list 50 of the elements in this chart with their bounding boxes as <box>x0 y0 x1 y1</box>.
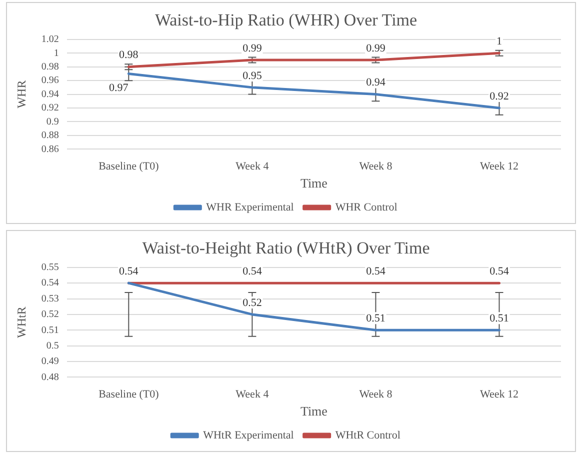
x-tick-label: Week 4 <box>236 388 270 401</box>
y-axis-title: WHR <box>14 80 28 108</box>
y-tick-label: 0.55 <box>41 262 59 274</box>
data-label: 0.52 <box>242 296 262 309</box>
y-tick-label: 1 <box>54 48 59 59</box>
y-tick-label: 0.9 <box>46 116 59 128</box>
x-tick-label: Week 8 <box>359 388 393 401</box>
data-label: 0.95 <box>242 70 262 82</box>
x-tick-label: Week 8 <box>359 160 393 173</box>
legend-label: WHR Experimental <box>206 201 294 214</box>
y-tick-label: 0.53 <box>41 293 59 304</box>
data-label: 0.51 <box>490 312 509 325</box>
y-tick-label: 0.86 <box>41 144 59 155</box>
y-tick-label: 0.96 <box>41 75 59 86</box>
legend-label: WHtR Experimental <box>203 429 294 442</box>
legend-label: WHtR Control <box>335 429 400 442</box>
data-label: 0.54 <box>366 265 386 278</box>
data-label: 0.51 <box>366 312 386 325</box>
data-label: 0.94 <box>366 76 386 89</box>
data-label: 0.99 <box>366 42 386 54</box>
x-axis-title: Time <box>300 404 328 419</box>
x-tick-label: Week 12 <box>480 160 519 173</box>
y-tick-label: 0.51 <box>41 324 59 336</box>
y-tick-label: 0.92 <box>41 102 59 114</box>
data-label: 0.99 <box>242 42 262 54</box>
y-tick-label: 0.5 <box>46 340 59 352</box>
chart-title: Waist-to-Hip Ratio (WHR) Over Time <box>154 10 418 30</box>
x-tick-label: Week 12 <box>480 388 519 401</box>
data-label: 0.98 <box>119 49 139 62</box>
data-label: 0.97 <box>109 82 129 94</box>
y-tick-label: 0.98 <box>41 61 59 72</box>
y-tick-label: 1.02 <box>41 34 59 46</box>
x-tick-label: Week 4 <box>236 160 270 173</box>
data-label: 0.54 <box>242 265 262 278</box>
legend-label: WHR Control <box>335 201 398 214</box>
y-tick-label: 0.49 <box>41 356 59 368</box>
x-axis-title: Time <box>300 176 328 191</box>
y-axis-title: WHtR <box>14 306 28 338</box>
data-label: 0.54 <box>119 265 139 278</box>
data-label: 0.92 <box>490 90 509 102</box>
y-tick-label: 0.48 <box>41 372 59 383</box>
x-tick-label: Baseline (T0) <box>98 388 160 401</box>
x-tick-label: Baseline (T0) <box>98 160 160 173</box>
chart-title: Waist-to-Height Ratio (WHtR) Over Time <box>142 238 430 258</box>
data-label: 1 <box>496 36 502 48</box>
y-tick-label: 0.88 <box>41 130 59 142</box>
y-tick-label: 0.54 <box>41 278 59 289</box>
y-tick-label: 0.94 <box>41 88 59 100</box>
y-tick-label: 0.52 <box>41 309 59 320</box>
data-label: 0.54 <box>490 265 510 278</box>
